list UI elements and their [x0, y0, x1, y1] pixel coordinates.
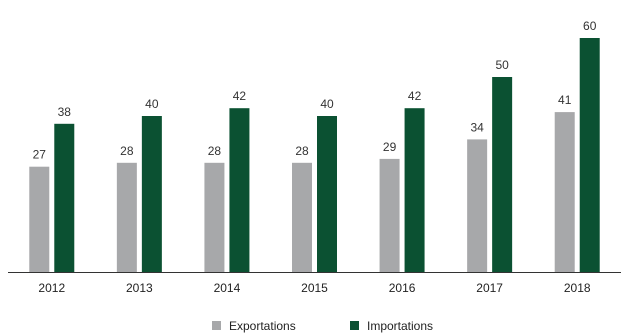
bar-exportations-2015: [292, 162, 312, 272]
x-tick-label-2012: 2012: [38, 281, 65, 295]
value-label-exportations-2013: 28: [120, 144, 134, 158]
legend: Exportations Importations: [212, 319, 433, 333]
legend-swatch-importations: [350, 321, 359, 330]
bar-importations-2017: [492, 77, 513, 272]
bar-importations-2016: [404, 108, 425, 272]
value-label-importations-2016: 42: [408, 89, 422, 103]
value-label-importations-2018: 60: [583, 19, 597, 33]
value-label-exportations-2016: 29: [383, 140, 397, 154]
bar-exportations-2017: [467, 139, 488, 272]
value-label-exportations-2017: 34: [470, 120, 484, 134]
bar-exportations-2018: [554, 112, 575, 272]
value-label-importations-2012: 38: [58, 105, 72, 119]
bar-importations-2012: [54, 123, 75, 272]
x-tick-label-2017: 2017: [476, 281, 503, 295]
value-label-importations-2014: 42: [233, 89, 247, 103]
value-label-exportations-2018: 41: [558, 93, 572, 107]
x-tick-label-2014: 2014: [214, 281, 241, 295]
x-tick-label-2013: 2013: [126, 281, 153, 295]
bar-importations-2015: [317, 116, 337, 272]
value-label-exportations-2014: 28: [208, 144, 222, 158]
bar-importations-2018: [579, 38, 600, 272]
bar-importations-2013: [141, 116, 162, 272]
legend-swatch-exportations: [212, 321, 221, 330]
x-tick-label-2018: 2018: [564, 281, 591, 295]
value-label-importations-2015: 40: [320, 97, 334, 111]
bar-exportations-2012: [29, 166, 50, 272]
x-tick-labels: 2012 2013 2014 2015 2016 2017 2018: [38, 281, 590, 295]
bar-importations-2014: [229, 108, 250, 272]
x-tick-label-2016: 2016: [389, 281, 416, 295]
x-tick-label-2015: 2015: [301, 281, 328, 295]
bar-exportations-2016: [379, 158, 400, 272]
value-label-importations-2013: 40: [145, 97, 159, 111]
bars-group: [29, 38, 600, 272]
value-label-importations-2017: 50: [495, 58, 509, 72]
value-label-exportations-2012: 27: [33, 148, 47, 162]
bar-exportations-2013: [116, 162, 137, 272]
value-label-exportations-2015: 28: [295, 144, 309, 158]
value-labels-group: 27 38 28 40 28 42 28 40 29 42 34 50 41 60: [33, 19, 597, 162]
legend-label-importations: Importations: [367, 319, 433, 333]
legend-label-exportations: Exportations: [229, 319, 296, 333]
bar-exportations-2014: [204, 162, 225, 272]
